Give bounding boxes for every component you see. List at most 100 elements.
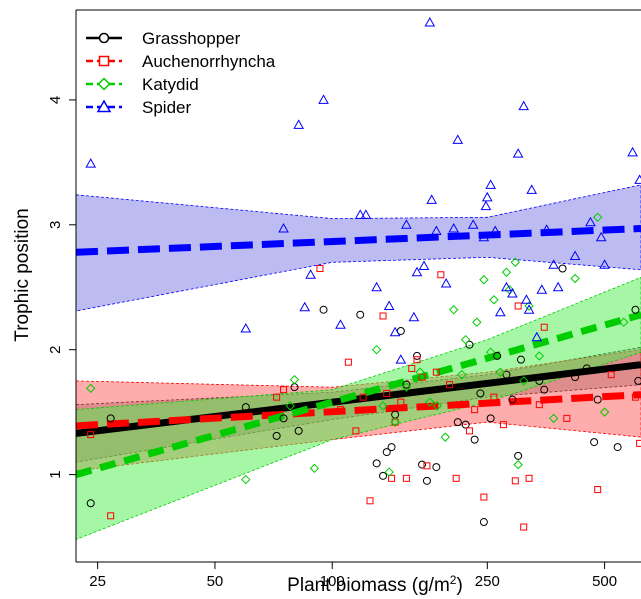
- point-1-4: [316, 265, 324, 273]
- point-3-32: [507, 287, 518, 298]
- point-1-23: [452, 474, 460, 482]
- point-2-0: [86, 383, 96, 394]
- x-tick-label-4: 500: [592, 573, 617, 590]
- point-3-25: [478, 231, 490, 242]
- point-2-1: [241, 474, 251, 485]
- point-3-42: [552, 281, 564, 292]
- point-1-0: [87, 431, 95, 439]
- legend-label-2: Katydid: [142, 75, 199, 94]
- point-3-47: [627, 146, 638, 157]
- point-2-9: [401, 382, 412, 392]
- legend-marker-1: [98, 55, 110, 67]
- point-3-28: [485, 179, 497, 189]
- point-0-29: [508, 395, 517, 404]
- point-1-30: [514, 302, 522, 310]
- point-3-39: [536, 284, 548, 294]
- x-axis-ticks: 25 50 100 250 500: [89, 562, 617, 590]
- point-1-3: [280, 386, 288, 394]
- point-1-5: [336, 406, 344, 414]
- point-0-41: [634, 376, 641, 385]
- point-2-10: [415, 367, 425, 377]
- point-3-30: [494, 306, 506, 317]
- point-0-0: [86, 499, 95, 508]
- point-3-19: [426, 194, 438, 204]
- point-2-22: [501, 267, 512, 277]
- point-1-34: [540, 323, 548, 331]
- point-2-14: [449, 305, 459, 315]
- point-2-3: [289, 374, 300, 385]
- point-3-31: [501, 281, 512, 292]
- point-0-27: [493, 351, 502, 360]
- x-tick-label-1: 50: [207, 573, 224, 590]
- fit-line-2: [76, 311, 641, 478]
- point-1-15: [402, 474, 410, 482]
- confidence-band-3: [76, 184, 641, 312]
- point-0-40: [631, 305, 640, 314]
- x-axis-label-main: Plant biomass (g/m: [287, 575, 450, 596]
- legend-marker-2: [97, 77, 111, 91]
- point-3-6: [318, 94, 329, 104]
- point-1-2: [273, 393, 281, 401]
- point-3-33: [512, 148, 524, 158]
- point-1-13: [391, 418, 399, 426]
- fit-lines: [76, 225, 641, 478]
- point-3-0: [85, 158, 97, 168]
- fit-line-1: [76, 391, 641, 430]
- point-3-45: [595, 231, 607, 242]
- point-3-27: [481, 191, 493, 202]
- point-0-30: [514, 451, 523, 460]
- point-0-8: [356, 310, 365, 319]
- point-0-32: [535, 376, 544, 385]
- point-3-9: [360, 209, 372, 219]
- point-1-7: [352, 427, 360, 435]
- point-2-26: [518, 376, 529, 386]
- point-2-4: [309, 463, 320, 474]
- point-3-35: [521, 294, 532, 304]
- point-0-33: [540, 385, 549, 394]
- point-0-23: [470, 435, 479, 444]
- point-1-24: [465, 427, 473, 435]
- point-2-6: [378, 401, 388, 411]
- point-0-26: [486, 414, 495, 423]
- y-tick-label-3: 4: [47, 96, 64, 104]
- y-axis-label: Trophic position: [12, 208, 33, 341]
- point-2-8: [390, 417, 400, 427]
- point-2-21: [495, 367, 506, 377]
- point-1-25: [471, 406, 479, 414]
- point-0-2: [241, 403, 250, 412]
- x-axis-label-superscript: 2: [450, 573, 457, 587]
- point-1-10: [379, 312, 387, 320]
- point-0-19: [432, 463, 441, 472]
- point-3-10: [371, 281, 382, 292]
- point-2-30: [570, 273, 580, 284]
- point-1-12: [388, 474, 396, 482]
- point-1-36: [594, 486, 602, 494]
- point-3-24: [467, 219, 479, 229]
- point-0-39: [613, 443, 622, 452]
- point-1-35: [563, 414, 571, 422]
- point-0-9: [372, 459, 381, 468]
- point-1-17: [413, 356, 421, 364]
- point-3-8: [354, 209, 366, 219]
- point-3-4: [299, 301, 311, 312]
- point-3-46: [599, 259, 610, 269]
- point-3-37: [526, 184, 538, 194]
- legend-marker-0: [98, 32, 110, 44]
- point-3-11: [383, 300, 395, 310]
- point-0-7: [319, 305, 328, 314]
- point-0-36: [582, 364, 591, 373]
- point-0-35: [571, 373, 580, 382]
- point-0-12: [387, 443, 396, 452]
- point-1-33: [535, 401, 543, 409]
- point-2-32: [599, 407, 610, 417]
- point-2-11: [425, 397, 435, 407]
- point-1-39: [636, 439, 641, 447]
- legend-label-1: Auchenorrhyncha: [142, 52, 276, 71]
- point-2-29: [548, 413, 559, 424]
- point-1-31: [520, 523, 528, 531]
- y-tick-label-0: 1: [47, 470, 64, 478]
- point-3-7: [335, 319, 346, 329]
- point-2-17: [472, 317, 482, 327]
- point-1-8: [359, 393, 367, 401]
